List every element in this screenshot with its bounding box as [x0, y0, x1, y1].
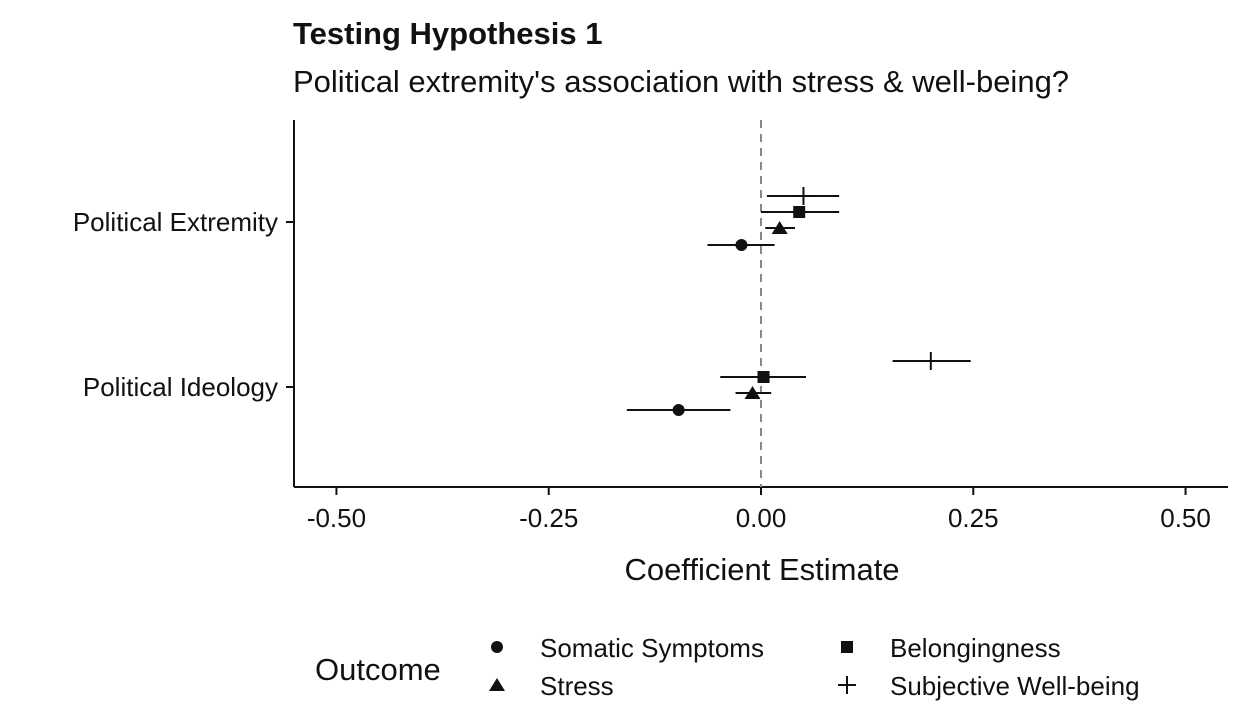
x-tick-label: 0.00 — [736, 503, 787, 533]
x-tick-label: -0.50 — [307, 503, 366, 533]
legend-title: Outcome — [315, 652, 441, 687]
legend: Outcome Somatic Symptoms Stress Belongingn… — [315, 633, 1140, 701]
point-marker — [771, 221, 788, 234]
point-marker — [921, 352, 940, 370]
legend-label: Belongingness — [890, 633, 1061, 663]
x-tick-label: -0.25 — [519, 503, 578, 533]
x-axis-title: Coefficient Estimate — [624, 552, 899, 587]
legend-label: Somatic Symptoms — [540, 633, 764, 663]
legend-key — [841, 641, 853, 653]
x-tick-label: 0.50 — [1160, 503, 1211, 533]
plot-area: -0.50 -0.25 0.00 0.25 0.50 Political Extremit… — [73, 120, 1228, 533]
legend-key — [838, 676, 856, 694]
legend-label: Stress — [540, 671, 614, 701]
y-tick-label: Political Ideology — [83, 372, 278, 402]
point-marker — [793, 206, 806, 218]
y-tick-label: Political Extremity — [73, 207, 278, 237]
legend-label: Subjective Well-being — [890, 671, 1140, 701]
chart-subtitle: Political extremity's association with s… — [293, 64, 1070, 99]
point-marker — [757, 371, 770, 383]
legend-key — [491, 641, 503, 653]
point-marker — [744, 386, 761, 399]
point-marker — [735, 239, 748, 251]
legend-key — [489, 678, 505, 691]
point-marker — [672, 404, 685, 416]
point-marker — [794, 187, 813, 205]
x-tick-label: 0.25 — [948, 503, 999, 533]
chart-title: Testing Hypothesis 1 — [293, 16, 603, 51]
